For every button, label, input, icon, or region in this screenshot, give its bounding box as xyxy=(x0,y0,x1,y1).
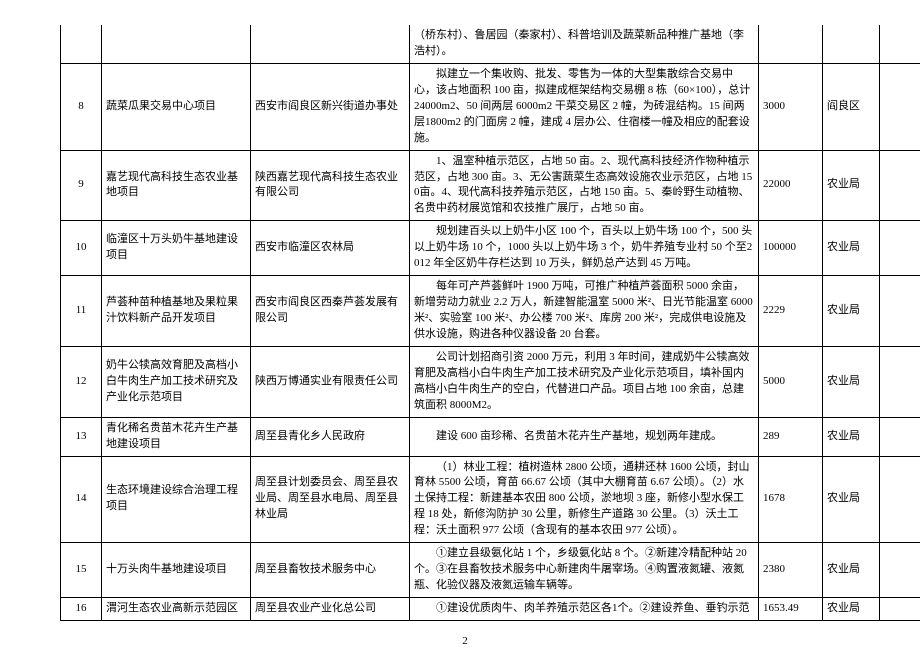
cell-desc: ①建设优质肉牛、肉羊养殖示范区各1个。②建设养鱼、垂钓示范 xyxy=(410,598,759,621)
cell-number: 3000 xyxy=(759,63,823,150)
cell-org: 陕西万博通实业有限责任公司 xyxy=(251,346,410,417)
table-row: 8 蔬菜瓜果交易中心项目 西安市阎良区新兴街道办事处 拟建立一个集收购、批发、零… xyxy=(61,63,920,150)
cell-org: 周至县计划委员会、周至县农业局、周至县水电局、周至县林业局 xyxy=(251,456,410,543)
cell-dept: 农业局 xyxy=(823,346,880,417)
cell-desc: ①建立县级氨化站 1 个，乡级氨化站 8 个。②新建冷精配种站 20个。③在县畜… xyxy=(410,543,759,598)
cell-project: 生态环境建设综合治理工程项目 xyxy=(102,456,251,543)
cell-index: 10 xyxy=(61,221,102,276)
cell-extra xyxy=(880,543,920,598)
cell-extra xyxy=(880,150,920,221)
cell-index: 13 xyxy=(61,417,102,456)
cell-project: 奶牛公犊高效育肥及高档小白牛肉生产加工技术研究及产业化示范项目 xyxy=(102,346,251,417)
cell-dept: 农业局 xyxy=(823,150,880,221)
cell-project: 芦荟种苗种植基地及果粒果汁饮料新产品开发项目 xyxy=(102,276,251,347)
cell-index: 12 xyxy=(61,346,102,417)
cell-number: 22000 xyxy=(759,150,823,221)
projects-table: （桥东村）、鲁居园（秦家村）、科普培训及蔬菜新品种推广基地（李浩村）。 8 蔬菜… xyxy=(60,25,920,621)
cell-org: 西安市阎良区新兴街道办事处 xyxy=(251,63,410,150)
cell-desc: （1）林业工程：植树造林 2800 公顷，通耕还林 1600 公顷，封山育林 5… xyxy=(410,456,759,543)
cell-org: 西安市临潼区农林局 xyxy=(251,221,410,276)
cell-org xyxy=(251,25,410,63)
table-row: 14 生态环境建设综合治理工程项目 周至县计划委员会、周至县农业局、周至县水电局… xyxy=(61,456,920,543)
cell-extra xyxy=(880,63,920,150)
cell-org: 周至县青化乡人民政府 xyxy=(251,417,410,456)
table-row: 15 十万头肉牛基地建设项目 周至县畜牧技术服务中心 ①建立县级氨化站 1 个，… xyxy=(61,543,920,598)
cell-extra xyxy=(880,598,920,621)
cell-project: 嘉艺现代高科技生态农业基地项目 xyxy=(102,150,251,221)
cell-extra xyxy=(880,276,920,347)
cell-desc: （桥东村）、鲁居园（秦家村）、科普培训及蔬菜新品种推广基地（李浩村）。 xyxy=(410,25,759,63)
cell-extra xyxy=(880,25,920,63)
cell-index: 15 xyxy=(61,543,102,598)
cell-org: 周至县畜牧技术服务中心 xyxy=(251,543,410,598)
cell-index: 9 xyxy=(61,150,102,221)
cell-extra xyxy=(880,417,920,456)
page-number: 2 xyxy=(60,635,870,647)
cell-org: 陕西嘉艺现代高科技生态农业有限公司 xyxy=(251,150,410,221)
cell-project xyxy=(102,25,251,63)
cell-dept: 农业局 xyxy=(823,221,880,276)
cell-desc: 公司计划招商引资 2000 万元，利用 3 年时间，建成奶牛公犊高效育肥及高档小… xyxy=(410,346,759,417)
cell-extra xyxy=(880,456,920,543)
cell-number: 5000 xyxy=(759,346,823,417)
cell-dept: 农业局 xyxy=(823,456,880,543)
cell-dept: 阎良区 xyxy=(823,63,880,150)
cell-dept: 农业局 xyxy=(823,276,880,347)
cell-number: 100000 xyxy=(759,221,823,276)
cell-project: 青化稀名贵苗木花卉生产基地建设项目 xyxy=(102,417,251,456)
cell-desc: 拟建立一个集收购、批发、零售为一体的大型集散综合交易中心，该占地面积 100 亩… xyxy=(410,63,759,150)
cell-project: 临潼区十万头奶牛基地建设项目 xyxy=(102,221,251,276)
cell-dept: 农业局 xyxy=(823,417,880,456)
cell-project: 蔬菜瓜果交易中心项目 xyxy=(102,63,251,150)
cell-number: 1653.49 xyxy=(759,598,823,621)
table-row: 12 奶牛公犊高效育肥及高档小白牛肉生产加工技术研究及产业化示范项目 陕西万博通… xyxy=(61,346,920,417)
cell-org: 周至县农业产业化总公司 xyxy=(251,598,410,621)
table-row: 13 青化稀名贵苗木花卉生产基地建设项目 周至县青化乡人民政府 建设 600 亩… xyxy=(61,417,920,456)
cell-project: 十万头肉牛基地建设项目 xyxy=(102,543,251,598)
cell-project: 渭河生态农业高新示范园区 xyxy=(102,598,251,621)
cell-index xyxy=(61,25,102,63)
cell-number: 2229 xyxy=(759,276,823,347)
cell-number: 289 xyxy=(759,417,823,456)
cell-extra xyxy=(880,221,920,276)
cell-dept: 农业局 xyxy=(823,543,880,598)
table-row: 9 嘉艺现代高科技生态农业基地项目 陕西嘉艺现代高科技生态农业有限公司 1、温室… xyxy=(61,150,920,221)
cell-dept: 农业局 xyxy=(823,598,880,621)
cell-index: 11 xyxy=(61,276,102,347)
cell-number xyxy=(759,25,823,63)
table-row: （桥东村）、鲁居园（秦家村）、科普培训及蔬菜新品种推广基地（李浩村）。 xyxy=(61,25,920,63)
table-row: 11 芦荟种苗种植基地及果粒果汁饮料新产品开发项目 西安市阎良区西秦芦荟发展有限… xyxy=(61,276,920,347)
cell-org: 西安市阎良区西秦芦荟发展有限公司 xyxy=(251,276,410,347)
cell-index: 14 xyxy=(61,456,102,543)
cell-index: 16 xyxy=(61,598,102,621)
cell-desc: 1、温室种植示范区，占地 50 亩。2、现代高科技经济作物种植示范区，占地 30… xyxy=(410,150,759,221)
document-page: （桥东村）、鲁居园（秦家村）、科普培训及蔬菜新品种推广基地（李浩村）。 8 蔬菜… xyxy=(0,0,920,651)
cell-desc: 建设 600 亩珍稀、名贵苗木花卉生产基地，规划两年建成。 xyxy=(410,417,759,456)
table-row: 16 渭河生态农业高新示范园区 周至县农业产业化总公司 ①建设优质肉牛、肉羊养殖… xyxy=(61,598,920,621)
cell-index: 8 xyxy=(61,63,102,150)
cell-desc: 规划建百头以上奶牛小区 100 个，百头以上奶牛场 100 个，500 头以上奶… xyxy=(410,221,759,276)
cell-number: 1678 xyxy=(759,456,823,543)
table-row: 10 临潼区十万头奶牛基地建设项目 西安市临潼区农林局 规划建百头以上奶牛小区 … xyxy=(61,221,920,276)
cell-dept xyxy=(823,25,880,63)
cell-desc: 每年可产芦荟鲜叶 1900 万吨，可推广种植芦荟面积 5000 余亩，新增劳动力… xyxy=(410,276,759,347)
cell-extra xyxy=(880,346,920,417)
cell-number: 2380 xyxy=(759,543,823,598)
